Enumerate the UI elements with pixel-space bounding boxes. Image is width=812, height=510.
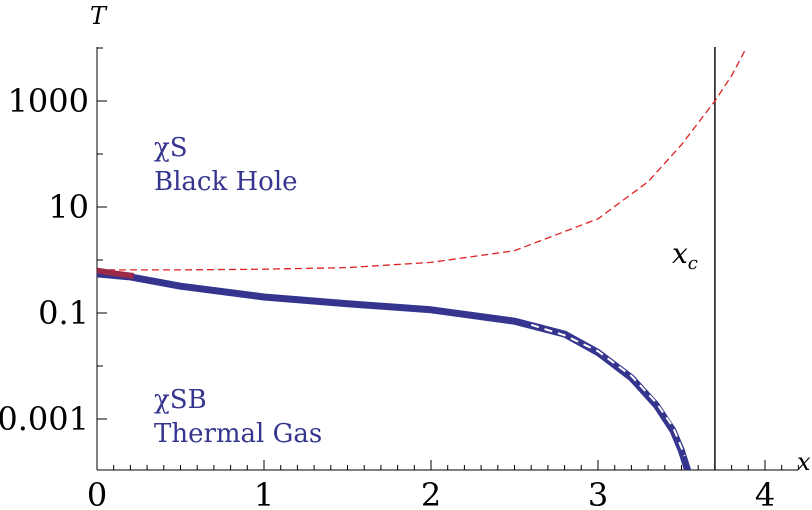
series-red-dashed [97,50,746,271]
x-axis-label: x [797,448,811,476]
y-tick-label: 0.001 [0,400,89,438]
ticks: 0 1 2 3 4 0.001 0.1 10 1000 [0,47,799,510]
annotation-top-line1: χS [154,133,188,163]
series-blue-thick [97,270,692,470]
annotation-bottom-line1: χSB [154,385,207,415]
x-tick-label: 3 [588,476,608,510]
series-layer [97,47,746,470]
y-tick-label: 10 [48,188,89,226]
x-tick-label: 4 [755,476,775,510]
y-axis-label: T [90,2,108,30]
x-tick-label: 2 [421,476,441,510]
y-tick-label: 1000 [8,82,89,120]
series-red-thick-initial [97,267,135,279]
x-tick-label: 1 [254,476,274,510]
series-blue-thin-dashed [97,273,365,306]
annotation-bottom-line2: Thermal Gas [154,419,322,449]
annotation-top-line2: Black Hole [154,167,298,197]
series-white-dashed-overlay [530,323,686,457]
y-tick-label: 0.1 [38,294,89,332]
critical-x-label: xc [672,237,698,274]
x-tick-label: 0 [87,476,107,510]
